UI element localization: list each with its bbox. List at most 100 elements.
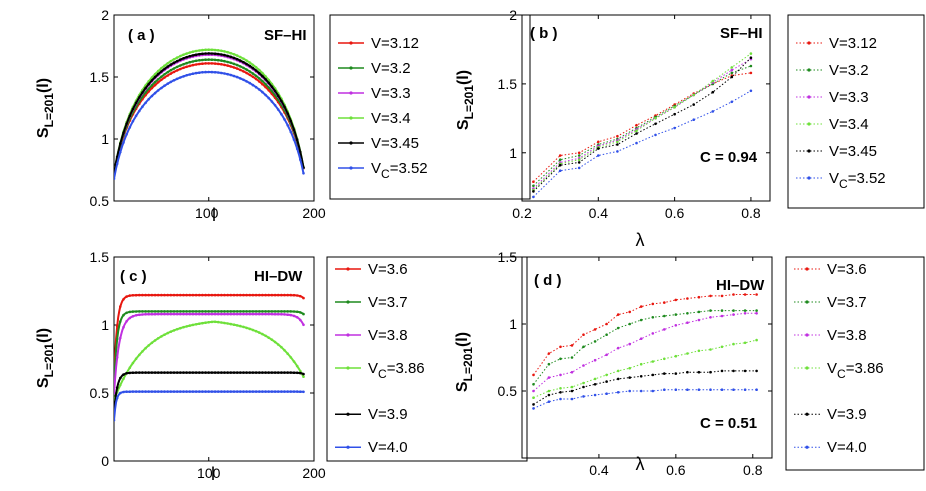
x-tick-label: 0.8 [743,462,763,478]
data-point [245,68,248,71]
data-point [207,48,210,51]
data-point [235,390,239,393]
data-point [194,71,198,75]
data-point [254,66,258,69]
data-point [732,313,735,316]
data-point [289,390,293,393]
legend-marker [346,366,350,370]
data-point [720,388,724,392]
data-point [226,312,229,316]
data-point [166,312,169,316]
data-point [254,74,258,78]
data-point [258,293,261,297]
data-point [258,68,261,72]
data-point [245,310,248,313]
data-point [122,298,125,301]
data-point [582,381,585,385]
data-point [239,55,242,59]
data-point [248,70,252,73]
data-point [264,312,267,316]
data-point [223,390,226,393]
region-label: HI–DW [716,277,765,294]
data-point [119,336,122,340]
data-point [242,293,245,297]
series-line [114,294,305,380]
data-point [172,79,176,82]
data-point [134,357,138,361]
data-point [582,333,585,337]
series-line [533,53,752,191]
series-line [533,90,752,198]
data-point [273,310,277,313]
data-point [273,371,277,374]
data-point [639,337,643,341]
x-tick-label: 0.2 [512,205,532,221]
data-point [163,84,166,87]
data-point [709,294,712,298]
region-label: SF–HI [264,27,307,44]
data-point [216,320,220,324]
data-point [169,312,173,316]
data-point [276,390,280,393]
y-axis-label: SL=201(l) [455,70,476,130]
data-point [210,70,214,74]
data-point [204,52,207,55]
y-axis-label-tail: (l) [35,78,52,93]
data-point [182,75,185,78]
data-point [160,75,163,78]
data-point [150,293,154,297]
data-point [283,390,286,393]
data-point [160,310,163,313]
data-point [605,380,608,383]
data-point [686,388,689,392]
data-point [128,294,132,297]
legend-item: V=3.2 [796,62,869,79]
y-axis-label-base: S [35,377,52,388]
data-point [654,122,657,126]
data-point [242,310,245,313]
y-tick-label: 0.5 [90,193,110,209]
data-point [532,389,535,393]
legend-label-text: V=4.0 [827,439,867,456]
data-point [216,58,220,62]
legend: V=3.12 V=3.2 V=3.3 V=3.4 V=3.45 VC=3.52 [329,14,531,200]
data-point [213,48,217,52]
legend-label-tail: =3.86 [846,360,884,377]
data-point [267,390,271,393]
data-point [692,93,695,97]
legend-item: V=3.12 [796,35,877,52]
data-point [605,353,608,357]
central-charge-label: C = 0.51 [700,415,757,432]
data-point [138,293,141,297]
data-point [210,371,214,374]
data-point [264,82,267,86]
data-point [628,376,631,379]
data-point [651,332,655,335]
data-point [114,418,116,422]
y-axis-label-sub: L=201 [462,85,476,120]
legend-marker [349,91,353,95]
data-point [239,390,242,393]
data-point [160,70,163,73]
data-point [559,357,562,361]
data-point [125,295,128,298]
data-point [258,312,261,316]
data-point [198,49,201,52]
legend-item: V=3.7 [335,294,408,311]
region-label: SF–HI [720,25,763,42]
data-point [651,360,655,363]
data-point [709,370,712,374]
data-point [194,293,198,297]
data-point [220,63,223,66]
data-point [213,310,217,313]
data-point [122,131,125,135]
data-point [210,320,214,324]
data-point [697,295,701,299]
data-point [593,383,597,386]
plot-area [532,293,758,410]
data-point [119,391,122,395]
data-point [188,60,192,64]
data-point [635,132,638,135]
data-point [267,86,271,89]
